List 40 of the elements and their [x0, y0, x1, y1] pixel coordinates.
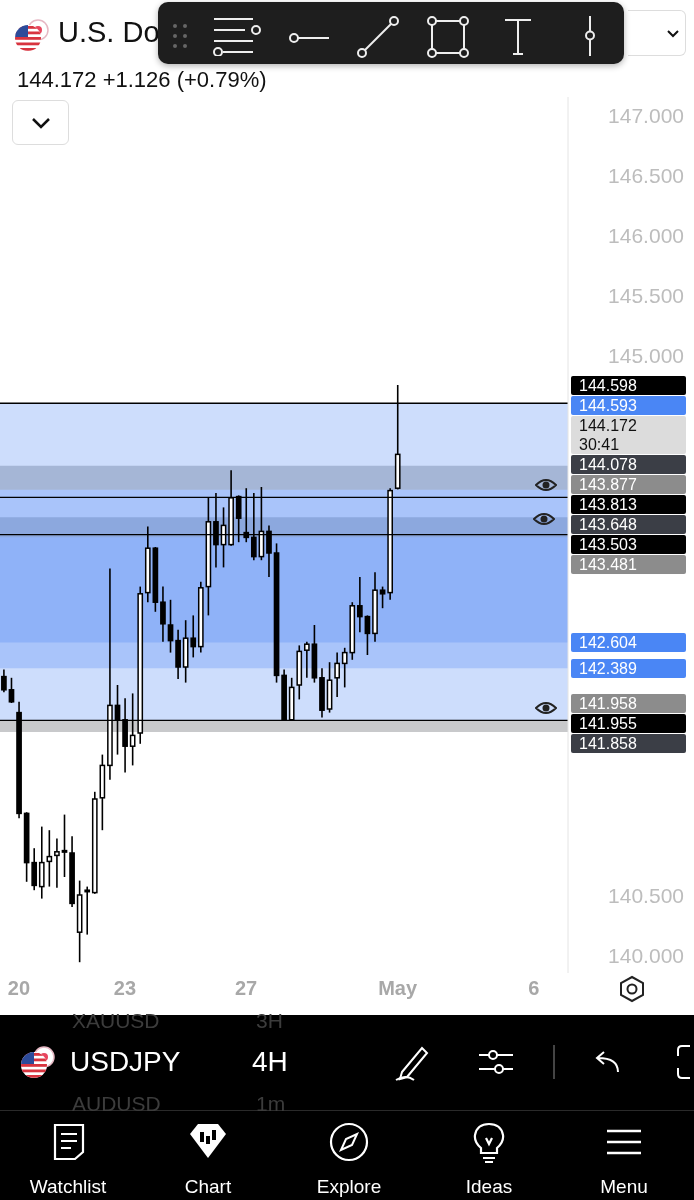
band-label: 144.078 [579, 455, 638, 475]
text: AUDUSD [72, 1091, 161, 1117]
x-tick-label: 6 [528, 977, 540, 1000]
y-tick-label: 145.500 [608, 283, 684, 307]
text: 30:41 [579, 435, 621, 455]
text: Watchlist [28, 1175, 108, 1199]
y-tick-label: 147.000 [608, 103, 684, 127]
y-tick-label: 146.500 [608, 163, 684, 187]
text: 141.958 [579, 694, 638, 714]
band-label: 143.648 [579, 515, 638, 535]
y-tick-label: 140.000 [608, 943, 684, 967]
band-label: 142.389 [579, 658, 638, 678]
text: 143.877 [579, 475, 638, 495]
ref-line-label: 143.813 [579, 495, 638, 515]
text: 144.172 [579, 416, 638, 436]
x-tick-label: 23 [113, 977, 137, 1000]
y-tick-label: 146.000 [608, 223, 684, 247]
y-tick-label: 145.000 [608, 343, 684, 367]
ref-line-label: 141.955 [579, 714, 638, 734]
text: USDJPY [70, 1045, 181, 1079]
x-tick-label: 27 [235, 977, 258, 1000]
band-label: 141.858 [579, 734, 638, 754]
text: 3H [256, 1008, 283, 1034]
text: Menu [599, 1175, 649, 1199]
ref-line-label: 144.598 [579, 376, 638, 396]
text: XAUUSD [72, 1008, 160, 1034]
chart-subtitle: 144.172 +1.126 (+0.79%) [17, 67, 267, 93]
text: Chart [183, 1175, 233, 1199]
band-label: 144.593 [579, 396, 638, 416]
text: 1m [256, 1091, 286, 1117]
y-tick-label: 140.500 [608, 883, 684, 907]
text: 4H [252, 1045, 288, 1079]
x-tick-label: May [378, 977, 418, 1000]
band-label: 142.604 [579, 633, 638, 653]
chart-title: U.S. Do [58, 16, 160, 49]
text: Ideas [464, 1175, 514, 1199]
text: Explore [315, 1175, 383, 1199]
text: 143.481 [579, 555, 638, 575]
ref-line-label: 143.503 [579, 535, 638, 555]
x-tick-label: 20 [7, 977, 31, 1000]
